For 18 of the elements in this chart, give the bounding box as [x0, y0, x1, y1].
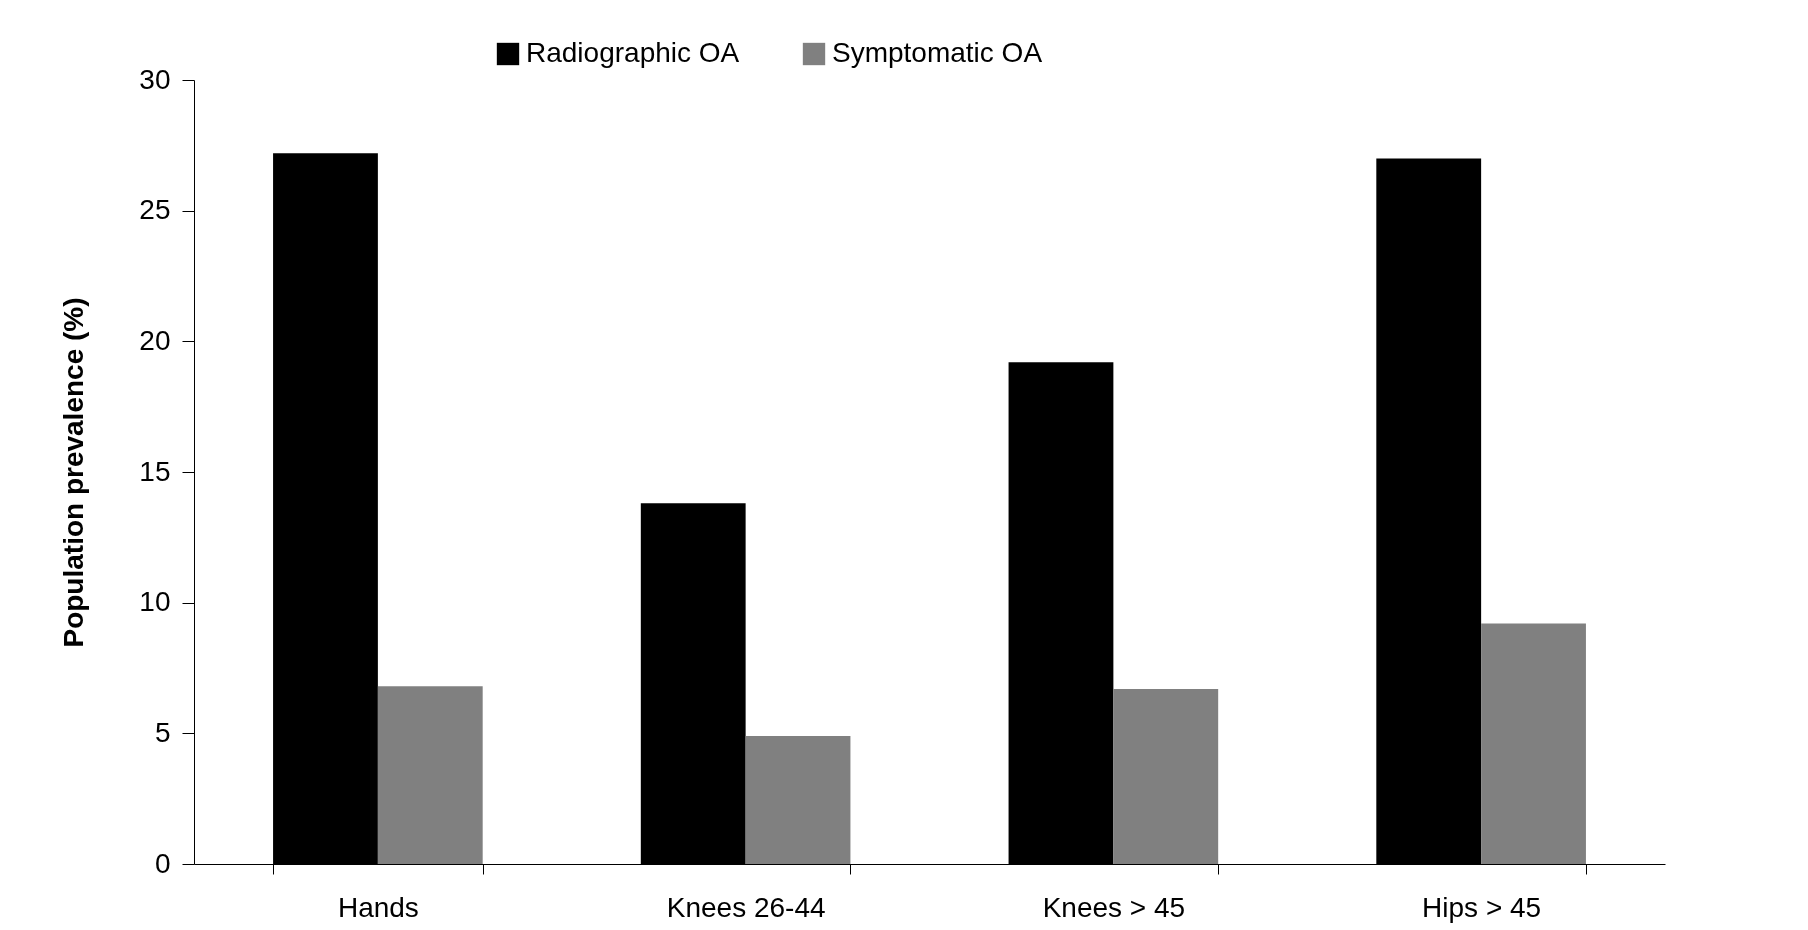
y-tick-label: 10: [139, 586, 171, 618]
bar: [745, 735, 851, 864]
legend-label: Symptomatic OA: [832, 37, 1043, 68]
legend-label: Radiographic OA: [526, 37, 740, 68]
x-tick-label: Hips > 45: [1422, 891, 1542, 923]
y-tick-label: 0: [154, 847, 171, 879]
y-tick-label: 5: [154, 716, 171, 748]
y-tick-label: 15: [139, 455, 171, 487]
bar: [1481, 623, 1586, 864]
y-tick-label: 20: [139, 324, 171, 356]
x-tick-label: Knees > 45: [1042, 891, 1186, 923]
x-tick-label: Knees 26-44: [666, 891, 826, 923]
bar: [377, 686, 483, 864]
y-tick-label: 25: [139, 194, 171, 226]
y-axis-title: Population prevalence (%): [58, 297, 90, 648]
bar: [1113, 688, 1219, 864]
y-tick-label: 30: [139, 63, 171, 95]
x-tick-label: Hands: [337, 891, 419, 923]
